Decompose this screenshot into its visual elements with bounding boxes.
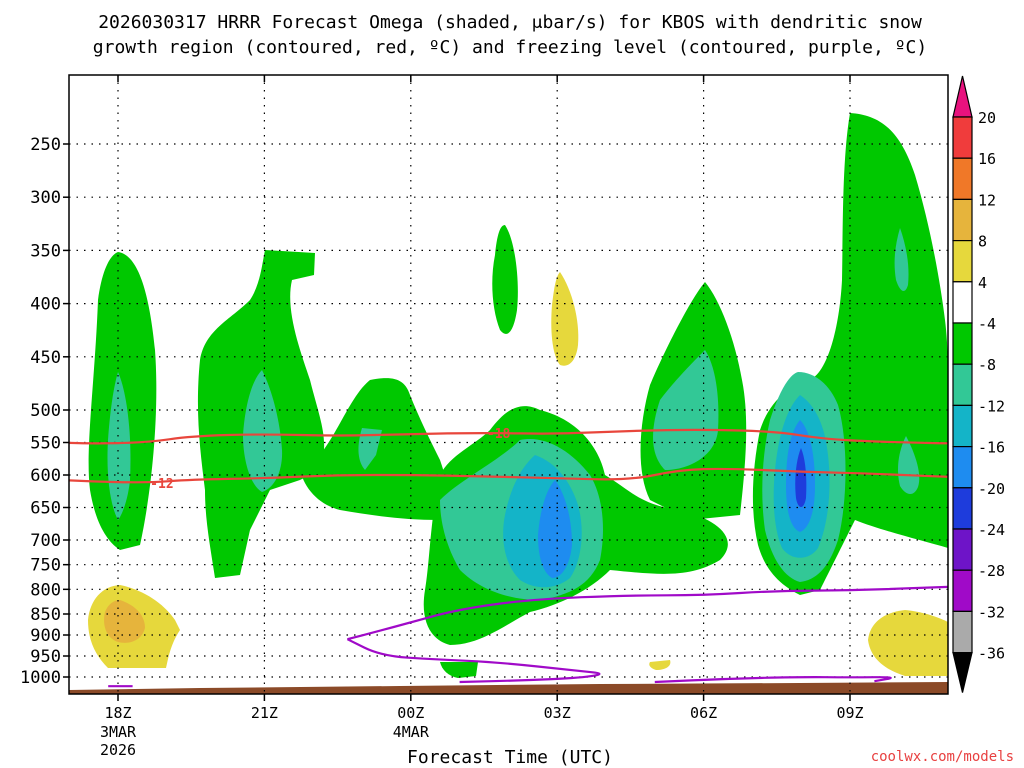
contour-freezing_level_main <box>347 585 948 641</box>
colorbar-label: 20 <box>978 109 996 127</box>
contour-labels: -18 -12 <box>150 427 511 492</box>
chart-title-line1: 2026030317 HRRR Forecast Omega (shaded, … <box>98 12 922 33</box>
omega-region-k <box>358 428 382 470</box>
y-tick-label: 450 <box>30 348 61 368</box>
colorbar-label: 4 <box>978 274 987 292</box>
colorbar-bin <box>952 363 973 407</box>
omega-region-d <box>492 225 518 334</box>
contour-label-dgz_minus18: -18 <box>487 427 511 442</box>
y-tick-label: 700 <box>30 531 61 551</box>
colorbar-label: 12 <box>978 191 996 209</box>
credit-text: coolwx.com/models <box>871 749 1014 765</box>
y-tick-label: 550 <box>30 434 61 454</box>
omega-shaded-field <box>69 75 948 694</box>
colorbar-label: -4 <box>978 315 996 333</box>
colorbar-label: 8 <box>978 233 987 251</box>
colorbar-bin <box>952 528 973 571</box>
omega-region-o <box>894 228 909 292</box>
colorbar-bin <box>952 157 973 200</box>
colorbar-bin <box>952 240 973 283</box>
x-date-label: 4MAR <box>393 723 430 741</box>
colorbar-label: -16 <box>978 439 1005 457</box>
contour-dgz_minus12 <box>69 467 948 484</box>
colorbar-bin <box>952 446 973 489</box>
omega-region-l <box>653 350 719 470</box>
x-tick-label: 18Z <box>104 704 131 722</box>
colorbar-label: -24 <box>978 521 1005 539</box>
colorbar-bin <box>952 569 973 613</box>
omega-region-h <box>440 662 478 678</box>
y-tick-label: 400 <box>30 295 61 315</box>
colorbar: 20 16 12 8 4 -4 -8 -12 -16 -20 -24 -28 -32 -36 <box>952 75 1005 693</box>
colorbar-bin <box>952 610 973 654</box>
contour-freezing_level_surface <box>654 676 892 684</box>
colorbar-label: -8 <box>978 356 996 374</box>
y-tick-label: 1000 <box>20 668 61 688</box>
omega-region-j <box>243 370 283 492</box>
omega-region-v <box>551 272 579 366</box>
contour-dgz_minus18 <box>69 428 948 445</box>
x-tick-label: 03Z <box>544 704 571 722</box>
omega-region-x <box>868 610 948 676</box>
plot-frame <box>68 74 949 695</box>
x-axis-title: Forecast Time (UTC) <box>407 747 613 768</box>
chart-title-line2: growth region (contoured, red, ºC) and f… <box>93 37 927 58</box>
contour-label-dgz_minus12: -12 <box>150 477 173 492</box>
y-tick-label: 350 <box>30 241 61 261</box>
contour-lines <box>69 428 948 688</box>
y-tick-label: 650 <box>30 499 61 519</box>
colorbar-label: -28 <box>978 562 1005 580</box>
omega-region-s <box>538 480 572 578</box>
x-date-label: 3MAR <box>100 723 137 741</box>
colorbar-bin <box>952 487 973 530</box>
y-tick-label: 750 <box>30 556 61 576</box>
x-year-label: 2026 <box>100 741 136 759</box>
y-axis: 2503003504004505005506006507007508008509… <box>20 135 69 688</box>
y-tick-label: 850 <box>30 605 61 625</box>
colorbar-top-arrow <box>952 75 973 118</box>
y-tick-label: 250 <box>30 135 61 155</box>
y-tick-label: 800 <box>30 580 61 600</box>
colorbar-label: -36 <box>978 645 1005 663</box>
x-tick-label: 09Z <box>836 704 863 722</box>
x-tick-label: 06Z <box>690 704 717 722</box>
x-tick-label: 21Z <box>251 704 278 722</box>
colorbar-bin <box>952 404 973 448</box>
omega-region-z <box>104 600 145 643</box>
omega-region-p <box>898 436 920 495</box>
y-tick-label: 600 <box>30 466 61 486</box>
colorbar-label: -20 <box>978 480 1005 498</box>
colorbar-bin <box>952 116 973 159</box>
omega-region-y <box>649 660 671 670</box>
colorbar-label: -32 <box>978 603 1005 621</box>
ground-surface <box>69 682 948 694</box>
omega-region-u <box>795 448 807 507</box>
colorbar-label: -12 <box>978 397 1005 415</box>
colorbar-bin <box>952 322 973 365</box>
colorbar-label: 16 <box>978 150 996 168</box>
y-tick-label: 500 <box>30 401 61 421</box>
x-tick-label: 00Z <box>397 704 424 722</box>
contour-freezing_level_fold <box>346 638 601 684</box>
colorbar-bin <box>952 281 973 324</box>
y-tick-label: 950 <box>30 647 61 667</box>
colorbar-bottom-arrow <box>952 652 973 693</box>
y-tick-label: 900 <box>30 626 61 646</box>
y-tick-label: 300 <box>30 188 61 208</box>
colorbar-bin <box>952 198 973 242</box>
